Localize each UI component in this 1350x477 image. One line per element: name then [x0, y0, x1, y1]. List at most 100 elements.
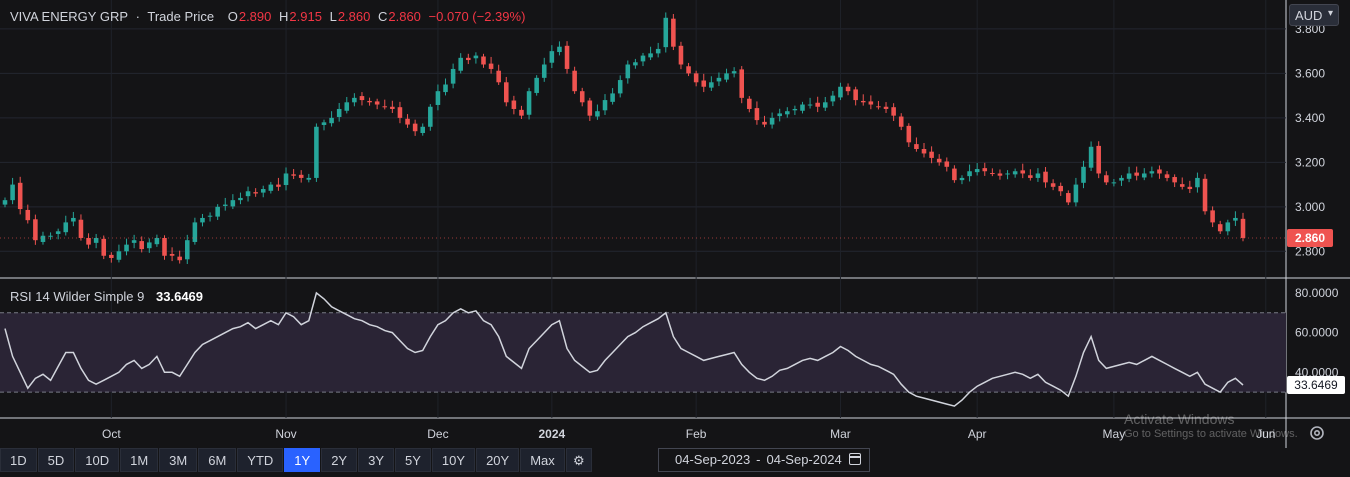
candle-body: [443, 84, 448, 93]
open-key: O: [227, 9, 238, 24]
time-tick-label: Oct: [102, 427, 121, 441]
candle-body: [1210, 210, 1215, 223]
candle-body: [526, 91, 532, 115]
candle-body: [200, 217, 205, 223]
range-button-1m[interactable]: 1M: [120, 448, 159, 472]
range-button-10y[interactable]: 10Y: [431, 448, 476, 472]
candle-body: [769, 117, 775, 125]
rsi-tick-label: 80.0000: [1295, 286, 1339, 300]
candle-body: [762, 121, 767, 125]
range-button-3m[interactable]: 3M: [159, 448, 198, 472]
candle-body: [564, 45, 570, 69]
candle-body: [1081, 166, 1086, 183]
range-button-1d[interactable]: 1D: [0, 448, 37, 472]
candle-body: [352, 97, 357, 103]
candle-body: [10, 184, 15, 201]
candle-body: [450, 68, 456, 84]
range-button-10d[interactable]: 10D: [75, 448, 120, 472]
candle-body: [177, 256, 182, 261]
time-tick-label: Mar: [830, 427, 851, 441]
range-button-2y[interactable]: 2Y: [321, 448, 358, 472]
range-button-6m[interactable]: 6M: [198, 448, 237, 472]
candle-body: [169, 253, 175, 256]
candle-body: [306, 177, 312, 180]
candle-body: [678, 45, 684, 65]
range-button-20y[interactable]: 20Y: [476, 448, 520, 472]
candle-body: [185, 240, 190, 260]
candle-body: [314, 126, 319, 178]
date-separator: -: [756, 452, 761, 467]
close-value: 2.860: [388, 9, 421, 24]
range-button-5y[interactable]: 5Y: [395, 448, 431, 472]
candle-body: [1073, 184, 1079, 203]
range-button-5d[interactable]: 5D: [37, 448, 75, 472]
candle-body: [230, 200, 236, 207]
candle-body: [724, 73, 729, 80]
candle-body: [914, 144, 919, 150]
candle-body: [1050, 183, 1056, 187]
candle-body: [321, 122, 327, 125]
range-button-3y[interactable]: 3Y: [358, 448, 395, 472]
rsi-header: RSI 14 Wilder Simple 9 33.6469: [10, 289, 207, 304]
rsi-value: 33.6469: [156, 289, 204, 304]
candle-body: [982, 168, 988, 172]
candle-body: [503, 82, 509, 103]
candle-body: [1066, 193, 1071, 203]
candle-body: [428, 106, 433, 127]
candle-body: [1233, 217, 1238, 221]
candle-body: [276, 184, 281, 187]
settings-icon[interactable]: [1309, 425, 1325, 441]
candle-body: [663, 17, 669, 48]
candle-body: [716, 77, 722, 82]
candle-body: [412, 123, 418, 132]
range-settings-gear-icon[interactable]: ⚙: [565, 448, 592, 472]
candle-body: [1058, 185, 1063, 192]
candle-body: [511, 100, 517, 109]
candle-body: [63, 222, 69, 233]
date-range-picker[interactable]: 04-Sep-2023-04-Sep-2024: [658, 448, 870, 472]
candle-body: [1187, 186, 1193, 190]
time-tick-label: Apr: [968, 427, 987, 441]
candle-body: [109, 254, 114, 258]
candle-body: [260, 189, 266, 193]
range-button-max[interactable]: Max: [520, 448, 565, 472]
rsi-line: [4, 291, 1244, 407]
rsi-tick-label: 60.0000: [1295, 326, 1339, 340]
candle-body: [747, 98, 752, 109]
candle-body: [238, 197, 243, 201]
high-value: 2.915: [289, 9, 322, 24]
time-tick-label: Jun: [1256, 427, 1275, 441]
candle-body: [929, 151, 934, 158]
candle-body: [549, 51, 555, 63]
candle-body: [78, 219, 84, 238]
candle-body: [154, 237, 160, 245]
candle-body: [1141, 173, 1147, 178]
header-dot: ·: [135, 9, 140, 24]
candle-body: [1035, 173, 1041, 178]
candle-body: [435, 91, 441, 105]
candle-body: [1119, 177, 1124, 181]
candle-body: [967, 171, 972, 177]
watermark-line2: Go to Settings to activate Windows.: [1124, 428, 1298, 440]
rsi-tick-label: 40.0000: [1295, 365, 1339, 379]
candle-body: [215, 206, 220, 217]
candle-body: [921, 149, 927, 154]
candle-body: [17, 182, 23, 210]
candle-body: [610, 93, 615, 102]
range-button-1y[interactable]: 1Y: [284, 448, 321, 472]
candle-body: [959, 177, 965, 181]
range-toolbar: 1D 5D 10D 1M 3M 6M YTD 1Y 2Y 3Y 5Y 10Y 20Y Max ⚙: [0, 448, 593, 474]
range-button-ytd[interactable]: YTD: [237, 448, 284, 472]
candle-body: [207, 215, 213, 217]
candle-body: [1020, 170, 1026, 174]
candle-body: [1225, 222, 1231, 232]
symbol-name: VIVA ENERGY GRP: [10, 9, 129, 24]
time-tick-label: May: [1103, 427, 1126, 441]
currency-select[interactable]: AUD ▾: [1289, 4, 1339, 26]
candle-body: [853, 89, 858, 101]
candle-body: [1149, 171, 1155, 174]
rsi-value-badge: [1287, 375, 1345, 394]
candle-body: [557, 46, 562, 53]
time-tick-label: 2024: [538, 427, 565, 441]
candle-body: [1012, 171, 1018, 175]
